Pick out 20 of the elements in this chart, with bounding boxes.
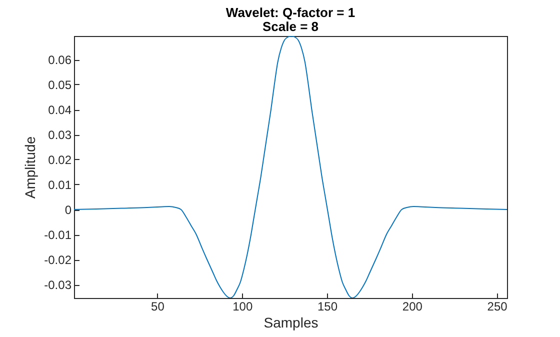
y-tick-label: -0.03 <box>44 278 72 292</box>
y-tick-label: 0.03 <box>48 128 72 142</box>
chart-subtitle: Scale = 8 <box>262 19 319 34</box>
y-tick-label: -0.01 <box>44 228 72 242</box>
line-series <box>74 36 507 298</box>
y-tick-label: 0.02 <box>48 153 72 167</box>
y-tick-label: 0 <box>64 203 72 217</box>
x-tick-label: 200 <box>402 300 423 314</box>
y-tick-label: 0.06 <box>48 53 72 67</box>
y-axis-title: Amplitude <box>22 136 38 199</box>
chart-title: Wavelet: Q-factor = 1 <box>226 5 356 20</box>
y-tick-label: -0.02 <box>44 253 72 267</box>
x-tick-label: 250 <box>487 300 508 314</box>
y-tick-label: 0.05 <box>48 78 72 92</box>
x-axis-title: Samples <box>264 314 318 330</box>
x-tick-label: 50 <box>151 300 165 314</box>
y-tick-label: 0.04 <box>48 103 72 117</box>
y-tick-label: 0.01 <box>48 178 72 192</box>
x-tick-label: 150 <box>317 300 338 314</box>
x-tick-label: 100 <box>232 300 253 314</box>
